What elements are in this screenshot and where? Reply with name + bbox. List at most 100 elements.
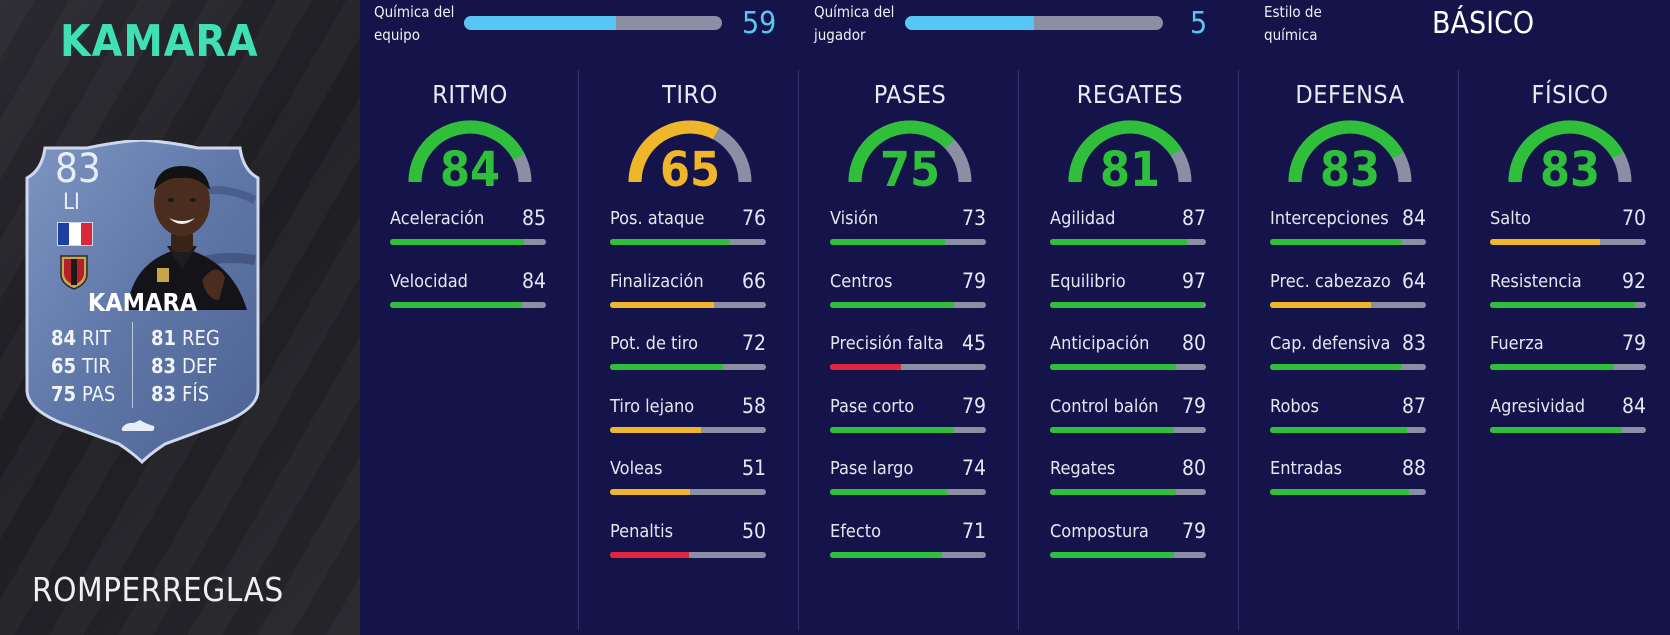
category-value: 83 <box>1539 142 1601 198</box>
attribute-intercepciones[interactable]: Intercepciones 84 <box>1270 206 1426 248</box>
attribute-agilidad[interactable]: Agilidad 87 <box>1050 206 1206 248</box>
attribute-value: 70 <box>1621 206 1646 230</box>
attribute-pase-corto[interactable]: Pase corto 79 <box>830 393 986 436</box>
attribute-bar <box>610 301 766 308</box>
category-value: 75 <box>879 142 941 198</box>
attribute-bar-fill <box>1270 364 1401 370</box>
attribute-entradas[interactable]: Entradas 88 <box>1270 456 1426 498</box>
attribute-value: 79 <box>961 268 986 293</box>
team-chemistry-value: 59 <box>742 6 777 41</box>
category-gauge <box>1068 120 1192 183</box>
attribute-bar <box>830 364 986 370</box>
attribute-aceleracion[interactable]: Aceleración 85 <box>390 206 546 248</box>
attribute-control-balon[interactable]: Control balón 79 <box>1050 393 1206 436</box>
player-name: KAMARA <box>60 16 259 67</box>
attribute-velocidad[interactable]: Velocidad 84 <box>390 269 546 311</box>
attribute-pos-ataque[interactable]: Pos. ataque 76 <box>610 206 766 248</box>
attribute-bar-fill <box>830 301 955 308</box>
attribute-value: 87 <box>1401 393 1426 418</box>
attribute-centros[interactable]: Centros 79 <box>830 268 986 311</box>
attribute-value: 66 <box>741 268 766 293</box>
attribute-name: Penaltis <box>610 520 674 542</box>
attribute-agresividad[interactable]: Agresividad 84 <box>1490 394 1646 436</box>
player-photo <box>127 166 247 310</box>
card-position: LI <box>63 190 80 215</box>
card-type-label: ROMPERREGLAS <box>32 570 284 609</box>
gauge-fill <box>1068 120 1182 183</box>
attribute-bar-fill <box>390 301 523 308</box>
attribute-resistencia[interactable]: Resistencia 92 <box>1490 268 1646 311</box>
gauge-fill <box>1288 120 1404 183</box>
attribute-value: 50 <box>741 518 766 543</box>
attribute-name: Finalización <box>610 270 704 292</box>
attribute-voleas[interactable]: Voleas 51 <box>610 456 766 498</box>
attribute-name: Pase corto <box>830 395 915 417</box>
card-stat-fis: 83 FÍS <box>151 382 210 406</box>
attribute-name: Salto <box>1490 208 1531 229</box>
category-regates: REGATES 81 Agilidad 87 Equilibrio 97 Anticipac… <box>1030 70 1230 630</box>
category-value: 84 <box>439 142 501 198</box>
team-chemistry-bar <box>464 16 722 30</box>
attribute-bar <box>1050 301 1206 308</box>
category-title: FÍSICO <box>1531 80 1609 109</box>
chemistry-style-value[interactable]: BÁSICO <box>1432 6 1535 41</box>
attribute-pase-largo[interactable]: Pase largo 74 <box>830 456 986 498</box>
attribute-bar <box>1270 239 1426 245</box>
attribute-value: 79 <box>1181 393 1206 418</box>
team-chemistry-label: Química del equipo <box>374 3 455 44</box>
attribute-prec-cabezazo[interactable]: Prec. cabezazo 64 <box>1270 269 1426 311</box>
attribute-name: Control balón <box>1050 395 1159 417</box>
attribute-precision-falta[interactable]: Precisión falta 45 <box>830 331 986 373</box>
card-stat-tir: 65 TIR <box>51 354 111 378</box>
attribute-bar-fill <box>1270 239 1403 245</box>
attribute-compostura[interactable]: Compostura 79 <box>1050 518 1206 561</box>
attribute-equilibrio[interactable]: Equilibrio 97 <box>1050 269 1206 311</box>
attribute-bar-fill <box>610 489 691 495</box>
attribute-regates[interactable]: Regates 80 <box>1050 456 1206 498</box>
attribute-name: Regates <box>1050 458 1116 479</box>
attribute-salto[interactable]: Salto 70 <box>1490 206 1646 248</box>
attribute-value: 79 <box>1181 518 1206 543</box>
attribute-robos[interactable]: Robos 87 <box>1270 393 1426 436</box>
attribute-vision[interactable]: Visión 73 <box>830 206 986 248</box>
attribute-bar-fill <box>1490 301 1635 308</box>
attribute-bar-fill <box>610 239 730 245</box>
gauge-fill <box>408 120 525 183</box>
attribute-bar-fill <box>1270 426 1408 433</box>
attribute-value: 92 <box>1621 268 1646 293</box>
attribute-bar-fill <box>390 239 524 245</box>
category-value: 65 <box>659 142 721 198</box>
attribute-value: 79 <box>961 393 986 418</box>
attribute-bar <box>1050 489 1206 495</box>
attribute-bar <box>1050 551 1206 558</box>
attribute-bar <box>1270 364 1426 370</box>
attribute-penaltis[interactable]: Penaltis 50 <box>610 518 766 561</box>
category-fisico: FÍSICO 83 Salto 70 Resistencia 92 Fuerza 79 Agre… <box>1470 70 1670 630</box>
attribute-bar <box>830 426 986 433</box>
attribute-tiro-lejano[interactable]: Tiro lejano 58 <box>610 393 766 436</box>
attribute-bar-fill <box>1050 239 1188 245</box>
attribute-bar-fill <box>1050 364 1177 370</box>
attribute-bar-fill <box>830 426 955 433</box>
attribute-efecto[interactable]: Efecto 71 <box>830 519 986 561</box>
gauge-fill <box>1508 120 1624 183</box>
attribute-fuerza[interactable]: Fuerza 79 <box>1490 331 1646 373</box>
card-stat-rit: 84 RIT <box>51 326 111 350</box>
player-card[interactable]: 83 LI KAMARA 84 RIT 65 TIR 75 PAS 81 RE <box>25 140 260 470</box>
attribute-anticipacion[interactable]: Anticipación 80 <box>1050 331 1206 373</box>
attribute-cap-defensiva[interactable]: Cap. defensiva 83 <box>1270 331 1426 373</box>
attribute-bar <box>610 364 766 370</box>
attribute-bar <box>610 426 766 433</box>
player-panel: KAMARA 83 LI <box>0 0 360 635</box>
attribute-bar-fill <box>1050 489 1177 495</box>
attribute-pot-de-tiro[interactable]: Pot. de tiro 72 <box>610 331 766 373</box>
attribute-name: Equilibrio <box>1050 270 1126 292</box>
attribute-bar-fill <box>610 364 724 370</box>
attribute-finalizacion[interactable]: Finalización 66 <box>610 268 766 311</box>
attribute-bar <box>1490 239 1646 245</box>
attribute-value: 58 <box>741 393 766 418</box>
card-stat-pas: 75 PAS <box>51 382 116 406</box>
player-chemistry-value: 5 <box>1190 6 1208 41</box>
attribute-value: 84 <box>1401 206 1426 230</box>
attribute-bar <box>1270 301 1426 308</box>
